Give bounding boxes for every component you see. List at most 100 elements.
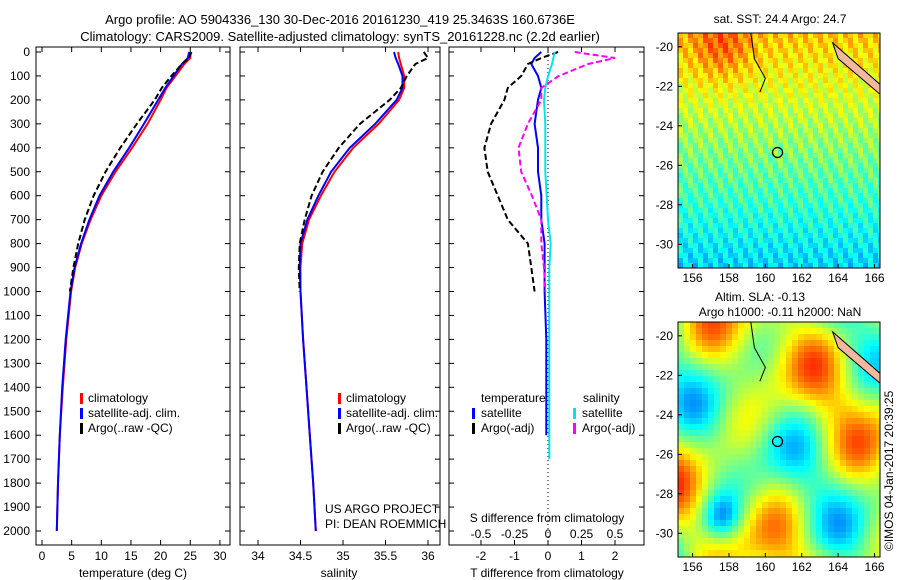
map-cell (843, 48, 848, 53)
map-cell (708, 454, 714, 460)
map-cell (783, 128, 788, 133)
map-cell (743, 108, 748, 113)
map-cell (876, 544, 880, 550)
map-cell (828, 83, 833, 88)
map-cell (763, 248, 768, 253)
map-cell (703, 223, 708, 228)
y-tick-label: 1100 (4, 308, 30, 322)
map-cell (733, 258, 738, 263)
map-cell (868, 203, 873, 208)
map-cell (696, 454, 702, 460)
map-cell (858, 484, 864, 490)
map-cell (878, 178, 880, 183)
map-cell (738, 376, 744, 382)
map-cell (838, 193, 843, 198)
map-cell (846, 442, 852, 448)
map-cell (678, 198, 683, 203)
map-cell (718, 193, 723, 198)
map-cell (792, 496, 798, 502)
map-cell (714, 544, 720, 550)
map-cell (804, 550, 810, 556)
map-cell (823, 153, 828, 158)
map-cell (868, 168, 873, 173)
map-cell (858, 248, 863, 253)
map-cell (723, 203, 728, 208)
map-cell (828, 88, 833, 93)
map-cell (793, 48, 798, 53)
map-cell (848, 243, 853, 248)
map-cell (758, 203, 763, 208)
map-cell (828, 520, 834, 526)
map-cell (804, 526, 810, 532)
legend-label: climatology (346, 391, 406, 405)
map-cell (793, 238, 798, 243)
map-cell (852, 412, 858, 418)
map-cell (774, 544, 780, 550)
map-cell (843, 128, 848, 133)
map-cell (816, 490, 822, 496)
map-cell (853, 253, 858, 258)
map-cell (693, 68, 698, 73)
map-cell (683, 233, 688, 238)
map-cell (774, 334, 780, 340)
map-cell (693, 263, 698, 268)
map-cell (702, 478, 708, 484)
map-cell (816, 460, 822, 466)
map-cell (810, 370, 816, 376)
map-cell (723, 158, 728, 163)
map-cell (762, 436, 768, 442)
map-cell (718, 238, 723, 243)
map-cell (773, 143, 778, 148)
map-cell (750, 406, 756, 412)
map-cell (788, 208, 793, 213)
map-cell (840, 550, 846, 556)
map-cell (864, 532, 870, 538)
map-cell (713, 38, 718, 43)
map-cell (793, 138, 798, 143)
map-cell (828, 334, 834, 340)
map-cell (688, 113, 693, 118)
map-cell (693, 173, 698, 178)
map-cell (792, 484, 798, 490)
map-cell (864, 340, 870, 346)
map-cell (838, 63, 843, 68)
map-cell (714, 526, 720, 532)
map-cell (823, 63, 828, 68)
map-cell (753, 53, 758, 58)
map-cell (743, 103, 748, 108)
y-tick-label: 1000 (3, 285, 30, 299)
map-cell (788, 193, 793, 198)
map-cell (748, 253, 753, 258)
map-cell (804, 430, 810, 436)
map-cell (838, 238, 843, 243)
map-cell (720, 400, 726, 406)
map-cell (718, 123, 723, 128)
map-cell (762, 442, 768, 448)
map-cell (863, 148, 868, 153)
map-cell (828, 532, 834, 538)
map-cell (853, 33, 858, 38)
map-cell (748, 123, 753, 128)
map-cell (828, 238, 833, 243)
map-cell (728, 88, 733, 93)
map-cell (808, 68, 813, 73)
legend-label: satellite-adj. clim. (88, 406, 180, 420)
map-cell (758, 43, 763, 48)
map-cell (858, 448, 864, 454)
map-cell (693, 163, 698, 168)
map-cell (828, 128, 833, 133)
map-cell (864, 400, 870, 406)
map-cell (714, 496, 720, 502)
map-cell (733, 243, 738, 248)
map-cell (828, 472, 834, 478)
map-cell (833, 178, 838, 183)
map-cell (858, 424, 864, 430)
map-cell (778, 178, 783, 183)
map-cell (843, 253, 848, 258)
map-cell (693, 238, 698, 243)
map-cell (693, 218, 698, 223)
map-cell (853, 223, 858, 228)
map-cell (718, 228, 723, 233)
map-cell (838, 143, 843, 148)
map-cell (863, 143, 868, 148)
